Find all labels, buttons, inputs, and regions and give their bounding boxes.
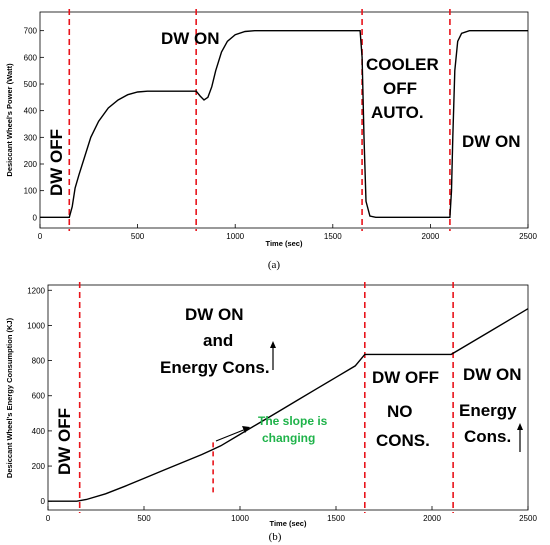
y-tick-label-b-6: 1200 (27, 286, 45, 295)
x-tick-label-a-5: 2500 (519, 232, 537, 241)
x-tick-label-a-2: 1000 (226, 232, 244, 241)
annotation-slope-2: changing (262, 431, 315, 445)
annotation-dw-off-b: DW OFF (55, 408, 74, 475)
x-tick-label-b-1: 500 (137, 514, 151, 523)
y-tick-label-a-1: 100 (24, 187, 38, 196)
dividers-a (68, 9, 451, 231)
annotation-off: OFF (383, 79, 417, 98)
x-tick-label-b-5: 2500 (519, 514, 537, 523)
annotation-dw-on-b: DW ON (185, 305, 244, 324)
annotation-cons-b2: Cons. (464, 427, 511, 446)
y-tick-label-a-2: 200 (24, 160, 38, 169)
y-tick-label-b-2: 400 (32, 427, 46, 436)
x-axis-label-b: Time (sec) (270, 519, 307, 528)
x-tick-label-b-4: 2000 (423, 514, 441, 523)
ticks-b: 0 500 1000 1500 2000 2500 0 200 400 600 800 1000 120… (27, 286, 537, 523)
x-tick-label-a-4: 2000 (422, 232, 440, 241)
annotation-no: NO (387, 402, 413, 421)
plot-frame-b (47, 284, 529, 511)
panel-caption-b: (b) (269, 531, 282, 543)
plot-frame-a (39, 11, 529, 229)
panel-a: 0 500 1000 1500 2000 2500 0 100 200 300 400 500 600 7… (5, 9, 537, 271)
energy-line (48, 308, 529, 502)
annotation-auto: AUTO. (371, 103, 424, 122)
arrow-up-head-icon-1 (270, 341, 276, 348)
arrow-slope-icon (215, 428, 247, 442)
x-tick-label-a-0: 0 (38, 232, 43, 241)
x-tick-label-b-3: 1500 (327, 514, 345, 523)
x-axis-label-a: Time (sec) (266, 239, 303, 248)
annotation-dw-on-a: DW ON (161, 29, 220, 48)
y-axis-label-a: Desiccant Wheel's Power (Watt) (5, 63, 14, 177)
y-tick-label-b-0: 0 (41, 497, 46, 506)
arrow-slope-head-icon (242, 426, 250, 433)
panel-b: 0 500 1000 1500 2000 2500 0 200 400 600 800 1000 120… (5, 282, 537, 543)
y-tick-label-a-3: 300 (24, 133, 38, 142)
annotation-dw-on-b2: DW ON (463, 365, 522, 384)
x-tick-label-a-1: 500 (131, 232, 145, 241)
dividers-b (78, 282, 454, 513)
x-tick-label-b-0: 0 (46, 514, 51, 523)
annotation-cons: CONS. (376, 431, 430, 450)
y-tick-label-a-4: 400 (24, 107, 38, 116)
y-tick-label-a-7: 700 (24, 27, 38, 36)
y-tick-label-b-3: 600 (32, 392, 46, 401)
power-line (40, 30, 528, 218)
y-tick-label-a-6: 600 (24, 53, 38, 62)
y-tick-label-b-5: 1000 (27, 321, 45, 330)
x-tick-label-b-2: 1000 (231, 514, 249, 523)
annotation-slope-1: The slope is (258, 414, 328, 428)
annotation-dw-on-a2: DW ON (462, 132, 521, 151)
arrow-up-head-icon-2 (517, 423, 523, 430)
y-axis-label-b: Desiccant Wheel's Energy Consumption (KJ… (5, 317, 14, 478)
annotation-cooler: COOLER (366, 55, 439, 74)
annotation-and: and (203, 331, 233, 350)
annotation-dw-off-b2: DW OFF (372, 368, 439, 387)
y-tick-label-a-0: 0 (33, 213, 38, 222)
x-tick-label-a-3: 1500 (324, 232, 342, 241)
y-tick-label-a-5: 500 (24, 80, 38, 89)
ticks-a: 0 500 1000 1500 2000 2500 0 100 200 300 400 500 600 7… (24, 27, 538, 241)
annotation-energy-cons-b: Energy Cons. (160, 358, 270, 377)
y-tick-label-b-1: 200 (32, 462, 46, 471)
annotation-dw-off-a: DW OFF (47, 129, 66, 196)
annotation-energy: Energy (459, 401, 517, 420)
panel-caption-a: (a) (268, 259, 281, 271)
y-tick-label-b-4: 800 (32, 357, 46, 366)
